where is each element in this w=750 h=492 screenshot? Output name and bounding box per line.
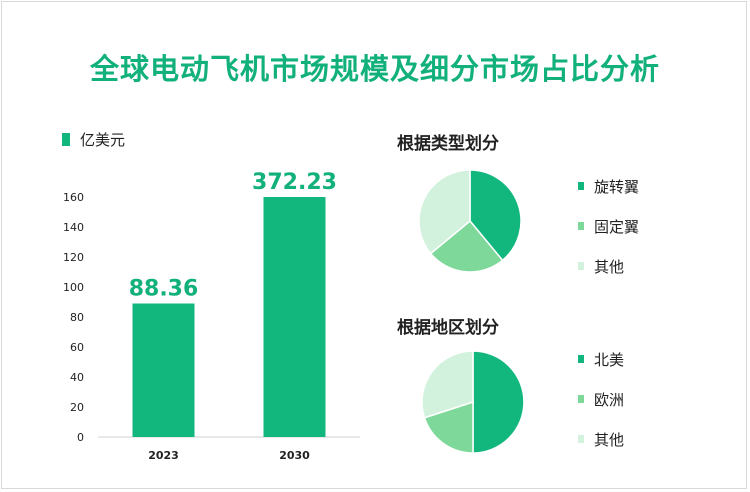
bar-legend-label: 亿美元 (80, 131, 126, 149)
pie-region-slice-1 (423, 400, 474, 454)
legend-swatch (578, 262, 584, 270)
page-title: 全球电动飞机市场规模及细分市场占比分析 (89, 52, 660, 86)
legend-swatch (578, 182, 584, 190)
legend-item-rotary: 旋转翼 (578, 176, 639, 196)
legend-item-europe: 欧洲 (578, 389, 624, 409)
bar-data-label: 88.36 (129, 277, 199, 302)
bar-data-label: 372.23 (252, 170, 337, 195)
legend-label: 其他 (594, 430, 625, 449)
legend-item-fixed: 固定翼 (578, 216, 639, 236)
pie-region-title: 根据地区划分 (397, 318, 499, 338)
pie-type-slice-1 (429, 219, 504, 273)
legend-label: 欧洲 (594, 390, 625, 409)
legend-label: 固定翼 (594, 217, 640, 236)
legend-label: 北美 (594, 350, 625, 369)
pie-type-slice-0 (469, 169, 522, 262)
pie-type-slice-2 (418, 169, 471, 255)
legend-item-other: 其他 (578, 256, 639, 276)
legend-swatch (578, 435, 584, 443)
pie-region-slice-0 (472, 350, 525, 454)
x-tick-label: 2023 (148, 449, 179, 462)
pie-type-legend: 旋转翼 固定翼 其他 (578, 176, 639, 296)
y-tick-label: 80 (70, 311, 84, 324)
x-tick-label: 2030 (279, 449, 310, 462)
bar-legend-swatch (62, 133, 70, 146)
legend-item-north-america: 北美 (578, 349, 624, 369)
y-tick-label: 160 (63, 191, 84, 204)
y-tick-label: 60 (70, 341, 84, 354)
pie-region-legend: 北美 欧洲 其他 (578, 349, 624, 469)
y-tick-label: 0 (77, 431, 84, 444)
legend-item-other-region: 其他 (578, 429, 624, 449)
legend-swatch (578, 395, 584, 403)
pie-region-slice-2 (421, 350, 474, 419)
y-tick-label: 120 (63, 251, 84, 264)
y-tick-label: 140 (63, 221, 84, 234)
legend-label: 旋转翼 (594, 177, 640, 196)
y-tick-label: 40 (70, 371, 84, 384)
pie-type-title: 根据类型划分 (397, 134, 499, 154)
bar-2023 (132, 303, 195, 437)
y-tick-label: 20 (70, 401, 84, 414)
legend-label: 其他 (594, 257, 625, 276)
legend-swatch (578, 355, 584, 363)
bar-2030 (263, 197, 326, 437)
y-tick-label: 100 (63, 281, 84, 294)
bar-legend: 亿美元 (62, 129, 125, 150)
legend-swatch (578, 222, 584, 230)
